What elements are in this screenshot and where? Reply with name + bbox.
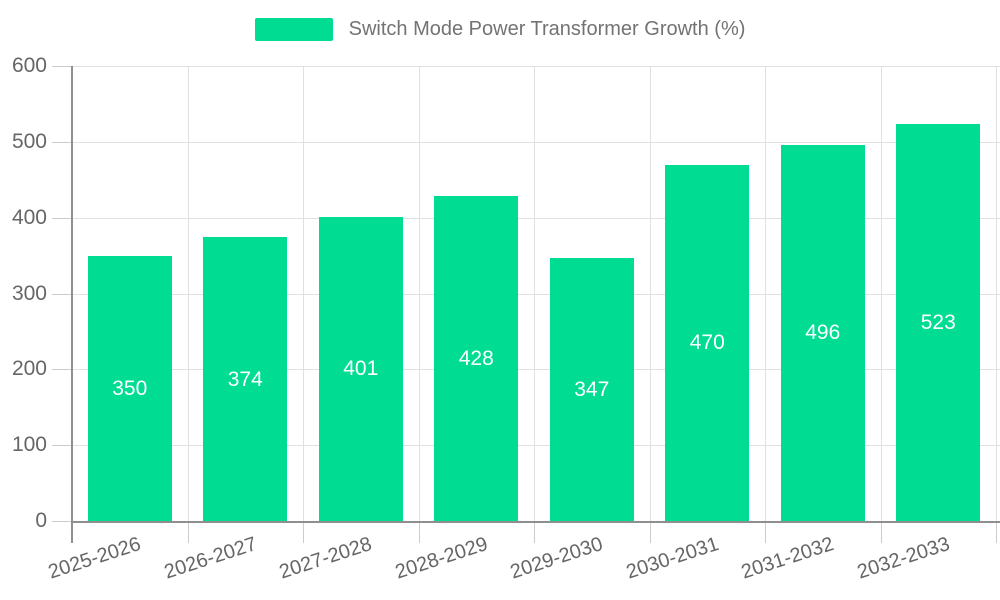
legend-swatch-icon[interactable] (254, 18, 333, 41)
x-axis-label: 2026-2027 (161, 533, 260, 584)
bar[interactable]: 374 (203, 237, 288, 521)
gridline-vertical (880, 66, 882, 521)
y-axis-label: 300 (11, 281, 47, 305)
gridline-vertical (649, 66, 651, 521)
gridline-vertical (534, 66, 535, 521)
bar[interactable]: 470 (665, 164, 750, 521)
x-axis-line (72, 521, 1000, 523)
gridline-vertical (303, 66, 304, 521)
x-axis-tick (187, 521, 189, 543)
y-axis-label: 200 (11, 357, 47, 381)
bar-value-label: 496 (805, 321, 841, 345)
bar[interactable]: 523 (896, 124, 981, 521)
bar[interactable]: 350 (87, 255, 172, 521)
bar[interactable]: 428 (434, 196, 519, 521)
bar[interactable]: 347 (549, 257, 634, 521)
gridline-horizontal (72, 293, 1000, 295)
legend[interactable]: Switch Mode Power Transformer Growth (%) (0, 18, 1000, 41)
x-axis-label: 2027-2028 (276, 533, 375, 584)
bar-value-label: 350 (112, 376, 148, 400)
bar[interactable]: 401 (318, 216, 403, 521)
x-axis-tick (418, 521, 420, 543)
y-axis-tick (52, 141, 72, 143)
bar[interactable]: 496 (780, 144, 865, 521)
y-axis-tick (52, 521, 72, 522)
legend-label: Switch Mode Power Transformer Growth (%) (348, 18, 746, 40)
x-axis-tick (765, 521, 766, 543)
bar-value-label: 374 (227, 367, 263, 391)
x-axis-tick (303, 521, 304, 543)
gridline-horizontal (72, 141, 1000, 143)
y-axis-tick (52, 293, 72, 295)
gridline-vertical (765, 66, 766, 521)
x-axis-label: 2032-2033 (854, 533, 953, 584)
gridline-vertical (418, 66, 420, 521)
x-axis-tick (880, 521, 882, 543)
y-axis-tick (52, 66, 72, 67)
y-axis-label: 500 (11, 129, 47, 153)
x-axis-label: 2030-2031 (623, 533, 722, 584)
x-axis-label: 2025-2026 (45, 533, 144, 584)
x-axis-label: 2029-2030 (507, 533, 606, 584)
bar-value-label: 428 (458, 347, 494, 371)
y-axis-tick (52, 445, 72, 447)
y-axis-line (71, 66, 73, 543)
bar-value-label: 470 (689, 331, 725, 355)
y-axis-label: 400 (11, 205, 47, 229)
gridline-vertical (996, 66, 997, 521)
gridline-horizontal (72, 66, 1000, 67)
y-axis-tick (52, 217, 72, 219)
gridline-horizontal (72, 369, 1000, 371)
bar-value-label: 401 (343, 357, 379, 381)
gridline-vertical (187, 66, 189, 521)
gridline-horizontal (72, 217, 1000, 219)
x-axis-tick (534, 521, 535, 543)
y-axis-label: 0 (35, 509, 47, 532)
x-axis-label: 2028-2029 (392, 533, 491, 584)
x-axis-tick (649, 521, 651, 543)
x-axis-label: 2031-2032 (738, 533, 837, 584)
bar-value-label: 347 (574, 377, 610, 401)
y-axis-label: 600 (11, 54, 47, 77)
y-axis-tick (52, 369, 72, 371)
y-axis-label: 100 (11, 433, 47, 457)
gridline-horizontal (72, 445, 1000, 447)
x-axis-tick (996, 521, 997, 543)
bar-value-label: 523 (920, 311, 956, 335)
